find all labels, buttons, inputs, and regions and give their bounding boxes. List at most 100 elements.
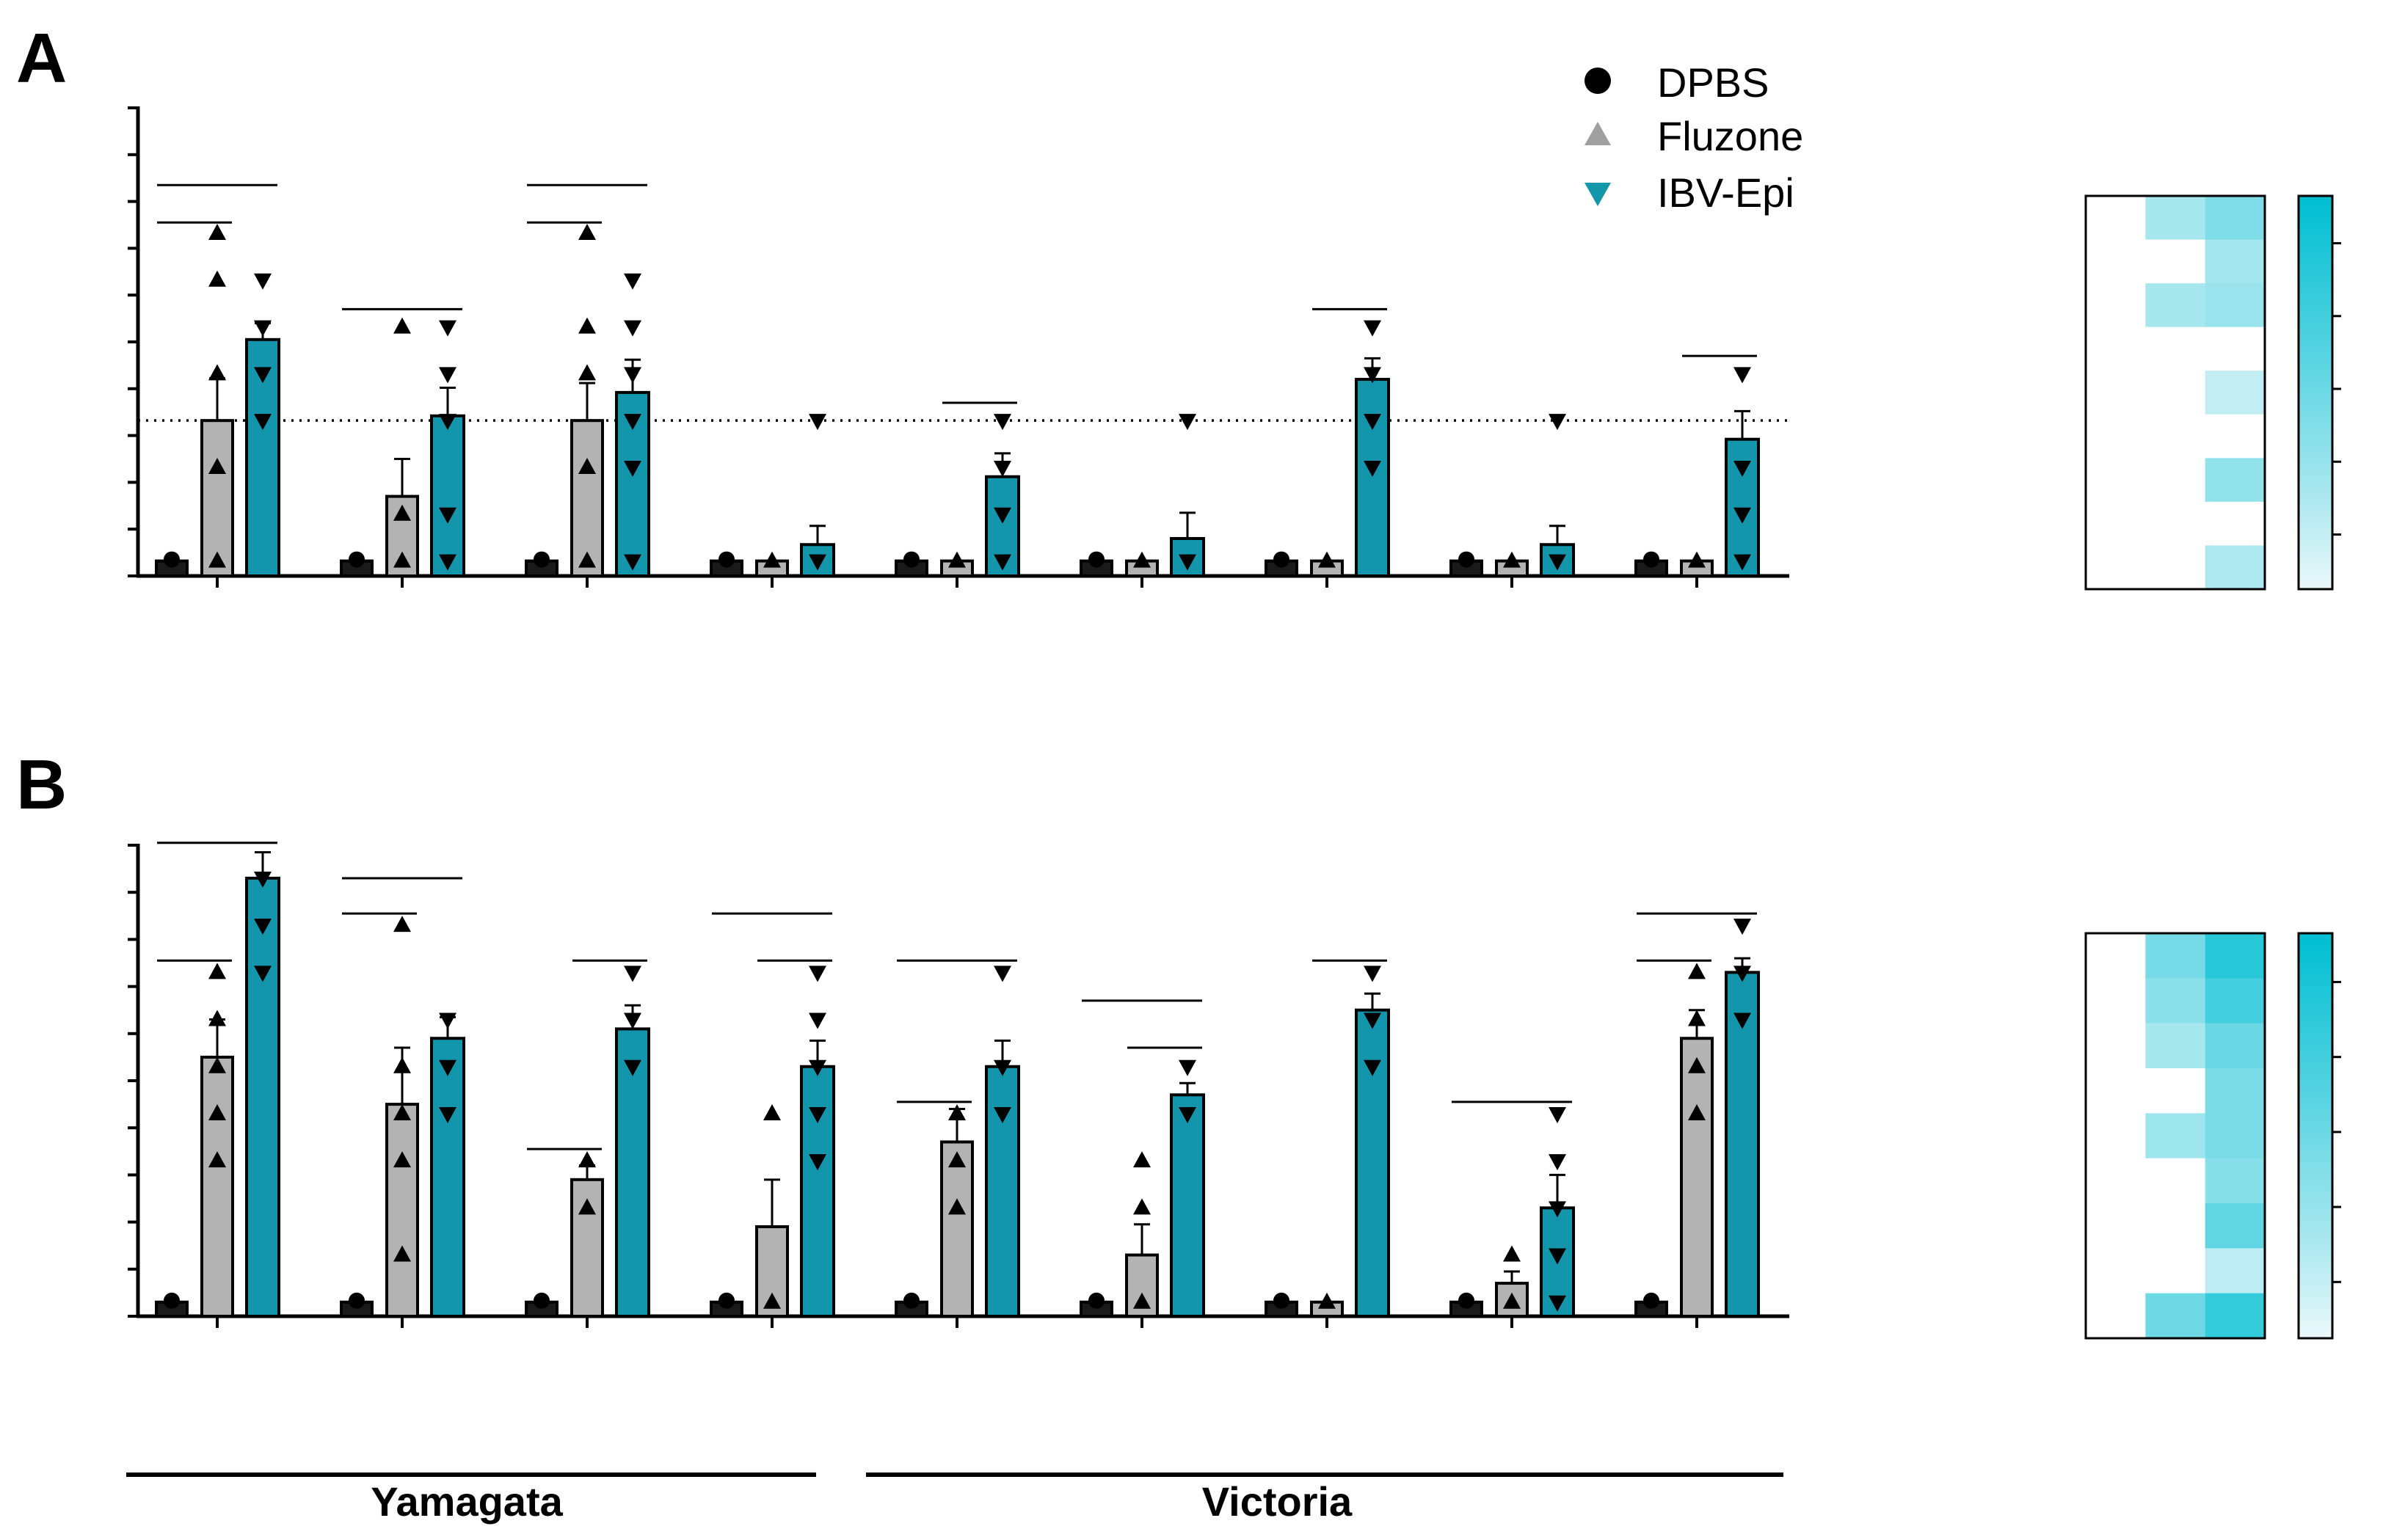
heatmap-hi-titer bbox=[2084, 194, 2341, 591]
heatmap-cell-b-pa-7-07-ibv-epi bbox=[2205, 326, 2266, 371]
heatmap-cell-b-phu-3073-13-ibv-epi bbox=[2205, 196, 2266, 241]
heatmap-cell-b-phu-3073-13-ibv-epi bbox=[2205, 933, 2266, 979]
point-ibv-epi-triangle-down bbox=[439, 367, 456, 384]
heatmap-cell-b-tx-26-08-fluzone bbox=[2145, 545, 2206, 590]
bar-fluzone-b-tx-26-08 bbox=[1680, 1037, 1714, 1318]
point-fluzone-triangle-up bbox=[948, 551, 966, 568]
point-fluzone-triangle-up bbox=[948, 1151, 966, 1168]
legend-item-dpbs: DPBS bbox=[1585, 59, 1769, 106]
bar-ibv-epi-b-fl-04-06 bbox=[430, 414, 465, 578]
heatmap-cell-b-mal-2506-04-fluzone bbox=[2145, 1113, 2206, 1159]
point-fluzone-triangle-up bbox=[208, 364, 226, 381]
point-fluzone-triangle-up bbox=[393, 1245, 411, 1262]
point-dpbs-circle bbox=[903, 551, 920, 568]
point-fluzone-triangle-up bbox=[1133, 551, 1151, 568]
heatmap-cell-b-vic-304-06-dpbs bbox=[2086, 501, 2146, 546]
heatmap-cell-b-tx-26-08-dpbs bbox=[2086, 1293, 2146, 1339]
point-ibv-epi-triangle-down bbox=[994, 1106, 1011, 1123]
point-ibv-epi-triangle-down bbox=[1733, 966, 1751, 982]
heatmap-cell-b-vic-304-06-fluzone bbox=[2145, 501, 2206, 546]
heatmap-cell-b-pa-7-07-dpbs bbox=[2086, 1068, 2146, 1114]
colorbar bbox=[2297, 932, 2334, 1340]
heatmap-cell-b-fl-04-06-dpbs bbox=[2086, 978, 2146, 1024]
point-ibv-epi-triangle-down bbox=[254, 273, 272, 290]
point-fluzone-triangle-up bbox=[1318, 551, 1336, 568]
group-labels: Yamagata Victoria bbox=[126, 1473, 1783, 1525]
heatmap-cell-b-phu-3073-13-dpbs bbox=[2086, 933, 2146, 979]
point-fluzone-triangle-up bbox=[578, 551, 596, 568]
point-ibv-epi-triangle-down bbox=[994, 554, 1011, 571]
point-fluzone-triangle-up bbox=[578, 1198, 596, 1215]
point-fluzone-triangle-up bbox=[208, 1151, 226, 1168]
point-ibv-epi-triangle-down bbox=[254, 414, 272, 431]
point-ibv-epi-triangle-down bbox=[1549, 554, 1566, 571]
point-ibv-epi-triangle-down bbox=[1179, 414, 1196, 431]
point-ibv-epi-triangle-down bbox=[1364, 1059, 1381, 1076]
point-ibv-epi-triangle-down bbox=[624, 414, 641, 431]
legend-fluzone-label: Fluzone bbox=[1657, 113, 1803, 159]
point-ibv-epi-triangle-down bbox=[254, 966, 272, 982]
point-fluzone-triangle-up bbox=[393, 504, 411, 521]
point-fluzone-triangle-up bbox=[578, 364, 596, 381]
point-fluzone-triangle-up bbox=[763, 551, 781, 568]
bar-fluzone-b-fl-04-06 bbox=[385, 1103, 419, 1318]
point-dpbs-circle bbox=[1273, 1292, 1289, 1309]
point-ibv-epi-triangle-down bbox=[624, 273, 641, 290]
point-ibv-epi-triangle-down bbox=[1364, 1012, 1381, 1029]
point-fluzone-triangle-up bbox=[393, 1103, 411, 1120]
heatmap-cell-b-vic-304-06-ibv-epi bbox=[2205, 1248, 2266, 1294]
point-fluzone-triangle-up bbox=[208, 457, 226, 474]
heatmap-cell-b-tx-06-11-fluzone bbox=[2145, 283, 2206, 328]
point-fluzone-triangle-up bbox=[393, 1057, 411, 1073]
panel-label-a: A bbox=[16, 19, 67, 98]
heatmap-cell-b-tx-26-08-ibv-epi bbox=[2205, 1293, 2266, 1339]
bar-ibv-epi-b-phu-3073-13 bbox=[245, 876, 280, 1318]
point-dpbs-circle bbox=[349, 551, 365, 568]
point-ibv-epi-triangle-down bbox=[809, 1154, 826, 1171]
legend-item-ibv-epi: IBV-Epi bbox=[1585, 169, 1794, 216]
point-fluzone-triangle-up bbox=[1503, 1292, 1521, 1309]
point-fluzone-triangle-up bbox=[208, 963, 226, 979]
point-ibv-epi-triangle-down bbox=[1733, 367, 1751, 384]
point-dpbs-circle bbox=[534, 551, 550, 568]
heatmap-cell-b-wa-2-19-dpbs bbox=[2086, 414, 2146, 459]
heatmap-cell-b-mal-2506-04-dpbs bbox=[2086, 371, 2146, 415]
point-ibv-epi-triangle-down bbox=[1179, 1059, 1196, 1076]
point-fluzone-triangle-up bbox=[393, 551, 411, 568]
point-ibv-epi-triangle-down bbox=[809, 414, 826, 431]
point-ibv-epi-triangle-down bbox=[624, 460, 641, 477]
point-ibv-epi-triangle-down bbox=[1733, 1012, 1751, 1029]
colorbar bbox=[2297, 194, 2334, 591]
point-fluzone-triangle-up bbox=[578, 457, 596, 474]
bar-ibv-epi-b-pa-7-07 bbox=[800, 1065, 835, 1318]
point-dpbs-circle bbox=[1643, 551, 1659, 568]
heatmap-cell-b-tx-06-11-dpbs bbox=[2086, 1023, 2146, 1069]
point-dpbs-circle bbox=[1088, 1292, 1105, 1309]
legend-dpbs-label: DPBS bbox=[1657, 59, 1769, 106]
point-ibv-epi-triangle-down bbox=[994, 507, 1011, 524]
point-ibv-epi-triangle-down bbox=[624, 367, 641, 384]
point-ibv-epi-triangle-down bbox=[994, 966, 1011, 982]
point-fluzone-triangle-up bbox=[208, 551, 226, 568]
point-ibv-epi-triangle-down bbox=[1364, 966, 1381, 982]
bar-fluzone-b-mal-2506-04 bbox=[940, 1140, 974, 1318]
point-ibv-epi-triangle-down bbox=[624, 1012, 641, 1029]
point-dpbs-circle bbox=[1458, 1292, 1474, 1309]
point-ibv-epi-triangle-down bbox=[624, 320, 641, 337]
point-ibv-epi-triangle-down bbox=[994, 460, 1011, 477]
point-fluzone-triangle-up bbox=[763, 1103, 781, 1120]
heatmap-cell-b-tx-06-11-ibv-epi bbox=[2205, 283, 2266, 328]
legend-dpbs-marker bbox=[1585, 67, 1611, 94]
bar-chart-neutralization-titer bbox=[128, 842, 1789, 1328]
point-ibv-epi-triangle-down bbox=[809, 1012, 826, 1029]
point-ibv-epi-triangle-down bbox=[1549, 1248, 1566, 1265]
heatmap-cell-b-tx-26-08-dpbs bbox=[2086, 545, 2146, 590]
point-dpbs-circle bbox=[903, 1292, 920, 1309]
heatmap-cell-b-vic-304-06-fluzone bbox=[2145, 1248, 2206, 1294]
heatmap-frame bbox=[2084, 194, 2266, 591]
legend-item-fluzone: Fluzone bbox=[1585, 113, 1803, 159]
point-ibv-epi-triangle-down bbox=[624, 1059, 641, 1076]
point-fluzone-triangle-up bbox=[578, 1151, 596, 1168]
bar-ibv-epi-b-wa-2-19 bbox=[1170, 1093, 1205, 1318]
point-fluzone-triangle-up bbox=[393, 317, 411, 334]
